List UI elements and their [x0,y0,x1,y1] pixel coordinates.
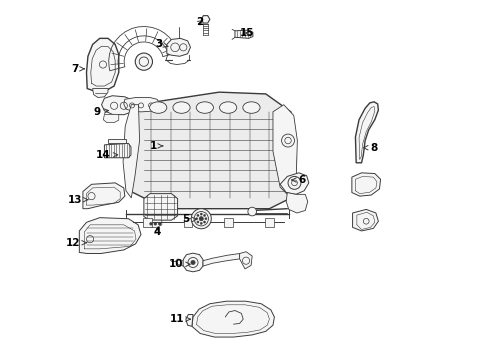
Polygon shape [273,105,297,198]
Text: 12: 12 [66,238,87,248]
Text: 10: 10 [169,259,190,269]
Circle shape [205,218,207,220]
Polygon shape [124,98,160,112]
Circle shape [248,207,256,216]
Circle shape [203,221,206,223]
Circle shape [149,222,152,225]
Ellipse shape [149,102,167,113]
Polygon shape [126,92,296,209]
Circle shape [197,221,199,223]
Polygon shape [108,139,126,143]
Text: 6: 6 [292,175,305,185]
Circle shape [200,222,202,225]
Polygon shape [79,218,141,253]
Text: 7: 7 [71,64,84,74]
Polygon shape [83,183,125,209]
Text: 9: 9 [94,107,108,117]
Polygon shape [93,89,108,98]
Circle shape [197,214,199,216]
Text: 11: 11 [170,314,190,324]
Polygon shape [144,194,177,220]
Text: 13: 13 [67,195,88,205]
Polygon shape [201,15,210,23]
Polygon shape [167,39,191,56]
Polygon shape [353,210,378,231]
Polygon shape [186,315,193,326]
Circle shape [158,222,161,225]
Polygon shape [352,173,381,196]
Text: 2: 2 [196,17,204,27]
Ellipse shape [173,102,190,113]
Text: 15: 15 [240,28,254,38]
Polygon shape [355,102,378,163]
Bar [224,218,233,226]
Ellipse shape [196,102,214,113]
Text: 5: 5 [182,215,196,224]
Polygon shape [123,105,140,198]
Circle shape [135,53,152,70]
Circle shape [199,217,203,221]
Polygon shape [87,39,119,91]
Text: 3: 3 [155,39,168,49]
Circle shape [196,218,197,220]
Circle shape [200,213,202,215]
Text: 4: 4 [153,227,161,237]
Bar [143,218,152,226]
Bar [184,218,193,226]
Polygon shape [192,301,274,337]
Polygon shape [104,143,131,158]
Polygon shape [103,114,119,123]
Text: 1: 1 [150,141,163,151]
Polygon shape [176,259,183,266]
Polygon shape [101,96,136,115]
Text: 8: 8 [364,143,378,153]
Polygon shape [240,252,252,269]
Polygon shape [286,193,308,213]
Text: 14: 14 [96,150,118,160]
Circle shape [203,214,206,216]
Ellipse shape [243,102,260,113]
Circle shape [191,260,195,265]
Polygon shape [235,30,253,39]
Polygon shape [147,220,162,227]
Circle shape [154,222,157,225]
Bar [265,218,274,226]
Polygon shape [203,253,240,266]
Polygon shape [183,253,203,272]
Ellipse shape [220,102,237,113]
Polygon shape [280,173,309,194]
Circle shape [191,209,211,229]
